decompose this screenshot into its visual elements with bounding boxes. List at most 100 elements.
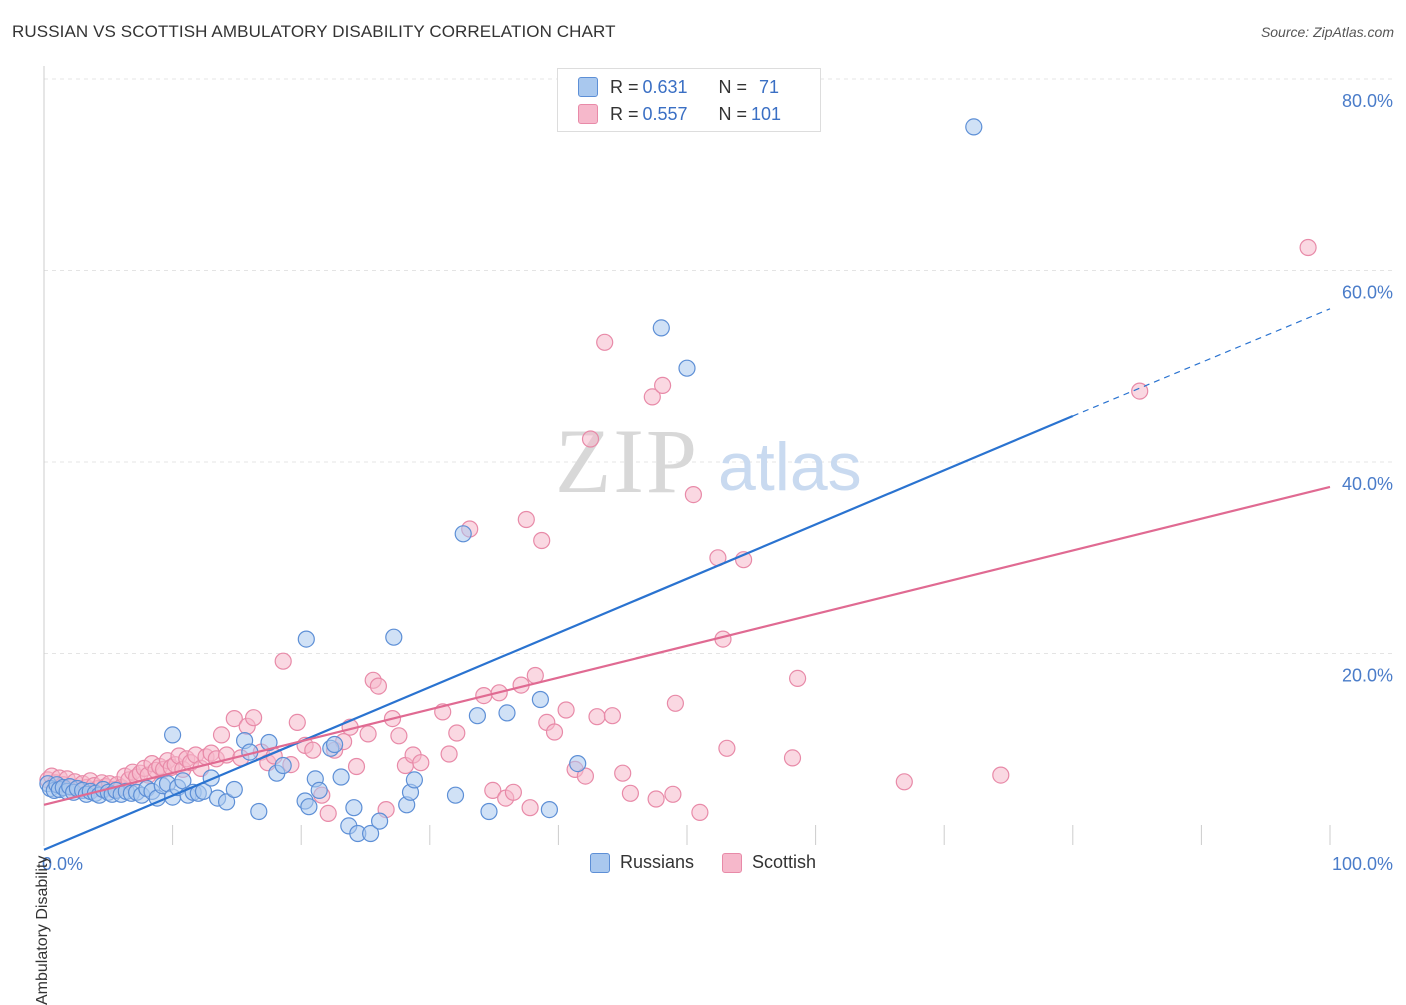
- scottish-point: [504, 783, 523, 801]
- tick-label-layer: 20.0% 40.0% 60.0% 80.0% 0.0% 100.0%: [42, 91, 1393, 874]
- legend-label-russians: Russians: [619, 852, 694, 872]
- stats-row-russians: R = 0.631 N = 71: [578, 76, 779, 98]
- russians-point: [468, 707, 486, 725]
- legend-item-scottish[interactable]: Scottish: [722, 852, 816, 873]
- scottish-point: [545, 723, 564, 741]
- scatter-chart: ZIP atlas 20.0% 40.0% 60.0% 80.0% 0.0% 100.0%: [39, 66, 1393, 874]
- russians-point: [218, 793, 236, 811]
- russians-point: [569, 754, 587, 773]
- scottish-point: [1299, 238, 1317, 257]
- trend-layer: [43, 308, 1331, 851]
- scottish-point: [783, 749, 802, 767]
- scottish-point: [596, 333, 614, 351]
- russians-point: [498, 704, 516, 722]
- legend-item-russians[interactable]: Russians: [589, 852, 694, 873]
- x-tick-label: 100.0%: [1332, 854, 1393, 874]
- scottish-point: [614, 764, 632, 782]
- scottish-r-label: R =: [610, 103, 639, 124]
- scottish-swatch: [578, 104, 598, 124]
- russians-point: [454, 525, 472, 543]
- russians-point: [652, 319, 670, 337]
- russians-trend-line: [43, 415, 1074, 851]
- scottish-point: [359, 725, 377, 743]
- y-tick-label: 60.0%: [1342, 283, 1393, 303]
- russians-point: [540, 800, 559, 819]
- scottish-point: [412, 754, 430, 772]
- russians-points: [39, 118, 983, 843]
- russians-point: [164, 726, 182, 744]
- russians-point: [385, 628, 403, 646]
- source-credit: Source: ZipAtlas.com: [1260, 24, 1394, 40]
- russians-point: [362, 824, 380, 843]
- scottish-point: [517, 510, 535, 529]
- legend-swatch-scottish: [722, 852, 742, 873]
- axis-layer: [43, 66, 1331, 846]
- russians-point: [371, 812, 389, 830]
- russians-point: [446, 786, 465, 804]
- russians-point: [965, 118, 983, 136]
- russians-n-label: N =: [718, 76, 748, 97]
- scottish-point: [484, 781, 502, 800]
- russians-point: [326, 735, 344, 754]
- scottish-point: [225, 709, 243, 728]
- watermark: ZIP atlas: [555, 410, 862, 512]
- stats-box: R = 0.631 N = 71 R = 0.557 N = 101: [557, 68, 821, 132]
- scottish-points: [39, 238, 1317, 823]
- scottish-point: [588, 708, 606, 726]
- scottish-point: [895, 773, 913, 791]
- watermark-atlas: atlas: [718, 429, 862, 505]
- scottish-point: [1131, 382, 1149, 400]
- russians-swatch: [578, 77, 598, 97]
- scottish-point: [557, 701, 575, 719]
- scottish-r-value: 0.557: [642, 103, 688, 124]
- scottish-point: [304, 741, 322, 759]
- scottish-point: [245, 709, 263, 727]
- legend-swatch-russians: [589, 852, 610, 873]
- scottish-point: [448, 724, 466, 742]
- x-tick-label: 0.0%: [42, 854, 83, 874]
- scottish-point: [390, 727, 408, 745]
- legend-label-scottish: Scottish: [752, 852, 817, 872]
- russians-point: [260, 733, 278, 752]
- scottish-point: [319, 804, 337, 823]
- y-axis-label: Ambulatory Disability: [34, 855, 51, 1005]
- scottish-point: [643, 388, 661, 406]
- scottish-point: [533, 531, 551, 550]
- russians-point: [332, 768, 350, 786]
- scottish-point: [691, 803, 709, 822]
- russians-r-value: 0.631: [642, 76, 688, 97]
- scottish-point: [274, 652, 292, 670]
- watermark-zip: ZIP: [555, 410, 699, 512]
- scottish-point: [288, 713, 306, 732]
- scottish-point: [369, 677, 387, 695]
- russians-point: [345, 799, 363, 817]
- scottish-point: [788, 669, 807, 688]
- chart-title: RUSSIAN VS SCOTTISH AMBULATORY DISABILIT…: [12, 22, 616, 41]
- russians-point: [274, 756, 292, 775]
- scottish-point: [440, 745, 458, 763]
- russians-trend-extension: [1072, 308, 1331, 417]
- russians-point: [297, 630, 315, 648]
- scottish-point: [666, 694, 685, 712]
- scottish-point: [603, 707, 622, 725]
- russians-point: [310, 781, 328, 800]
- stats-row-scottish: R = 0.557 N = 101: [578, 103, 781, 125]
- russians-point: [225, 780, 243, 799]
- russians-point: [480, 802, 498, 821]
- scottish-n-label: N =: [718, 103, 748, 124]
- y-tick-label: 80.0%: [1342, 91, 1393, 111]
- scottish-point: [653, 376, 672, 394]
- scottish-trend-line: [43, 485, 1331, 806]
- y-tick-label: 20.0%: [1342, 666, 1393, 686]
- russians-point: [300, 798, 318, 816]
- scottish-point: [521, 799, 539, 817]
- russians-point: [678, 359, 696, 377]
- scottish-point: [576, 767, 595, 785]
- scottish-point: [647, 790, 665, 808]
- scottish-point: [581, 430, 600, 448]
- russians-point: [531, 690, 550, 709]
- russians-n-value: 71: [759, 76, 780, 97]
- y-tick-label: 40.0%: [1342, 474, 1393, 494]
- scottish-point: [718, 739, 736, 757]
- scottish-point: [992, 766, 1010, 784]
